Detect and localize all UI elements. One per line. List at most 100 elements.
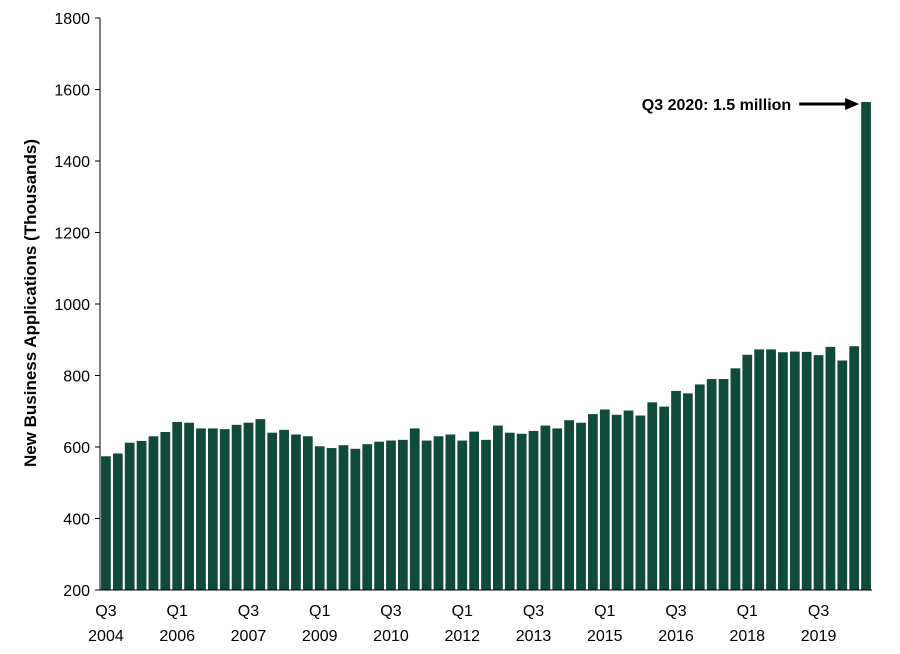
bar-q4-2017 — [730, 368, 741, 590]
bar-q4-2019 — [825, 346, 836, 590]
x-tick-label-year: 2018 — [729, 628, 765, 645]
x-tick-label-year: 2004 — [88, 628, 124, 645]
bar-q4-2007 — [255, 419, 266, 590]
bar-q2-2019 — [801, 351, 812, 590]
bar-q3-2018 — [766, 349, 776, 590]
x-tick-label-quarter: Q1 — [594, 603, 615, 620]
bar-q3-2007 — [243, 422, 254, 590]
y-tick-label: 1200 — [54, 226, 90, 243]
bar-q2-2014 — [564, 420, 575, 590]
bar-q2-2011 — [421, 440, 432, 590]
bar-q3-2016 — [671, 390, 681, 590]
y-tick-labels: 200 400 600 800 1000 1200 1400 1600 1800 — [54, 11, 100, 600]
annotation-arrow-head — [845, 98, 860, 111]
bar-q2-2017 — [706, 379, 717, 590]
bar-q3-2004 — [101, 456, 111, 590]
bar-q3-2008 — [291, 434, 301, 590]
y-tick-label: 400 — [63, 512, 90, 529]
bar-q4-2016 — [683, 393, 693, 591]
bar-q3-2013 — [528, 430, 539, 590]
bar-q4-2014 — [588, 414, 598, 590]
bar-q3-2010 — [386, 440, 396, 590]
y-tick-label: 1400 — [54, 154, 90, 171]
bar-q2-2018 — [754, 349, 765, 590]
bar-q3-2019 — [813, 355, 824, 590]
bar-q2-2020 — [849, 346, 860, 590]
y-tick-label: 1000 — [54, 297, 90, 314]
bar-q1-2014 — [552, 428, 563, 590]
y-axis-label: New Business Applications (Thousands) — [21, 139, 40, 467]
bar-q2-2009 — [326, 448, 337, 590]
x-tick-label-year: 2012 — [444, 628, 480, 645]
bar-q1-2020 — [837, 360, 848, 590]
x-tick-label-quarter: Q1 — [452, 603, 473, 620]
x-tick-label-year: 2019 — [801, 628, 837, 645]
bar-q2-2007 — [231, 424, 242, 590]
bar-q1-2011 — [409, 428, 420, 590]
bar-q2-2006 — [184, 422, 194, 590]
bar-q3-2011 — [433, 436, 444, 590]
bar-q2-2010 — [374, 441, 384, 590]
bar-series — [101, 102, 871, 591]
bar-q4-2015 — [635, 415, 646, 590]
bar-q1-2016 — [647, 402, 658, 590]
annotation-label: Q3 2020: 1.5 million — [642, 97, 791, 114]
bar-q4-2012 — [493, 425, 503, 590]
x-tick-label-year: 2016 — [658, 628, 694, 645]
bar-q4-2006 — [207, 428, 218, 590]
bar-q4-2013 — [540, 425, 551, 590]
bar-q4-2004 — [112, 453, 123, 590]
bar-q2-2015 — [611, 414, 622, 590]
bar-q1-2010 — [362, 444, 373, 590]
bar-q1-2007 — [219, 429, 230, 591]
y-tick-label: 1800 — [54, 11, 90, 28]
bar-q1-2013 — [504, 432, 515, 590]
bar-q1-2008 — [267, 432, 278, 590]
bar-q3-2006 — [196, 428, 206, 590]
bar-q1-2018 — [742, 354, 753, 590]
bar-q2-2012 — [469, 431, 479, 590]
x-tick-label-quarter: Q3 — [238, 603, 259, 620]
bar-q2-2013 — [516, 433, 527, 590]
bar-q3-2014 — [576, 422, 586, 590]
y-tick-label: 1600 — [54, 83, 90, 100]
bar-q3-2020 — [861, 102, 871, 590]
bar-q4-2011 — [445, 434, 456, 590]
y-tick-label: 800 — [63, 369, 90, 386]
x-tick-labels: Q3 2004 Q1 2006 Q3 2007 Q1 2009 Q3 2010 Q1 2012 Q3 20… — [88, 603, 836, 645]
y-tick-label: 200 — [63, 583, 90, 600]
bar-q3-2012 — [481, 439, 491, 590]
bar-q4-2008 — [302, 436, 313, 590]
bar-q1-2019 — [789, 351, 800, 590]
bar-q3-2017 — [718, 379, 729, 590]
bar-q4-2010 — [397, 439, 408, 590]
x-tick-label-year: 2007 — [231, 628, 267, 645]
bar-q2-2005 — [136, 440, 147, 590]
bar-q3-2015 — [623, 410, 634, 590]
bar-q4-2018 — [778, 352, 788, 590]
x-tick-label-year: 2009 — [302, 628, 338, 645]
bar-q3-2005 — [148, 436, 159, 590]
bar-q4-2005 — [160, 431, 171, 590]
bar-q1-2006 — [172, 421, 183, 590]
x-tick-label-quarter: Q1 — [167, 603, 188, 620]
x-tick-label-quarter: Q3 — [808, 603, 829, 620]
x-tick-label-quarter: Q3 — [665, 603, 686, 620]
annotation: Q3 2020: 1.5 million — [642, 97, 860, 114]
bar-q3-2009 — [338, 445, 349, 590]
bar-q4-2009 — [350, 448, 361, 590]
x-tick-label-year: 2013 — [516, 628, 552, 645]
bar-q1-2009 — [314, 446, 325, 590]
x-tick-label-quarter: Q3 — [95, 603, 116, 620]
x-tick-label-quarter: Q1 — [737, 603, 758, 620]
bar-q1-2015 — [599, 409, 610, 590]
x-tick-label-quarter: Q1 — [309, 603, 330, 620]
x-tick-label-year: 2006 — [159, 628, 195, 645]
bar-q1-2005 — [124, 442, 135, 590]
x-tick-label-quarter: Q3 — [380, 603, 401, 620]
bar-q1-2012 — [457, 440, 468, 590]
x-tick-label-year: 2015 — [587, 628, 623, 645]
bar-q2-2008 — [279, 429, 289, 590]
x-tick-label-year: 2010 — [373, 628, 409, 645]
y-tick-label: 600 — [63, 440, 90, 457]
